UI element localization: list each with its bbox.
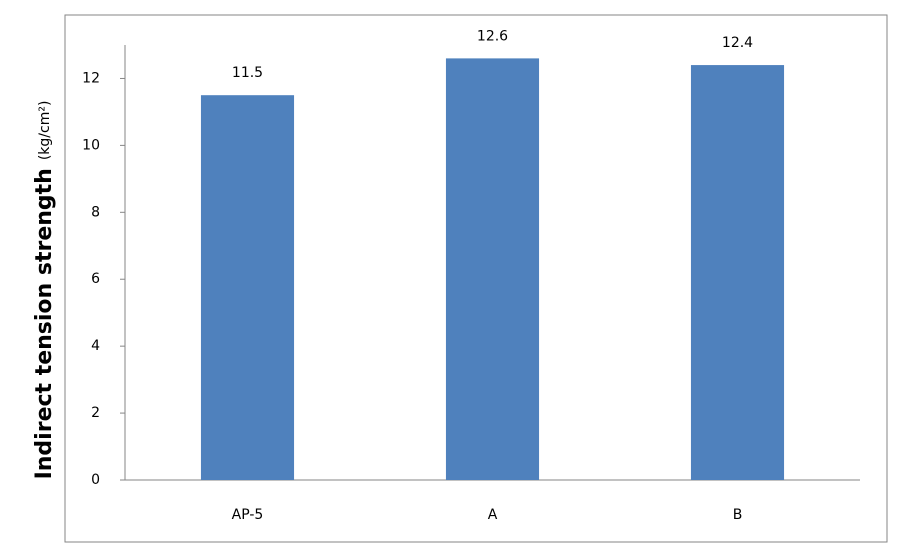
x-tick-label: A	[488, 507, 498, 523]
y-tick-label: 12	[82, 70, 100, 86]
data-label: 12.4	[722, 35, 753, 51]
bar	[445, 58, 540, 481]
y-tick-label: 10	[82, 137, 100, 153]
x-tick-label: AP-5	[232, 507, 264, 523]
y-tick-label: 8	[91, 204, 100, 220]
y-axis-title: Indirect tension strength	[32, 168, 57, 479]
x-tick-label: B	[733, 507, 743, 523]
y-tick-label: 4	[91, 338, 100, 354]
y-tick-label: 2	[91, 405, 100, 421]
y-tick-label: 6	[91, 271, 100, 287]
data-label: 12.6	[477, 28, 508, 44]
data-label: 11.5	[232, 65, 263, 81]
bar	[690, 65, 785, 481]
y-tick-label: 0	[91, 472, 100, 488]
y-axis-label: Indirect tension strength (kg/cm²)	[32, 101, 57, 480]
y-axis-unit: (kg/cm²)	[37, 101, 53, 161]
bar	[200, 95, 295, 480]
